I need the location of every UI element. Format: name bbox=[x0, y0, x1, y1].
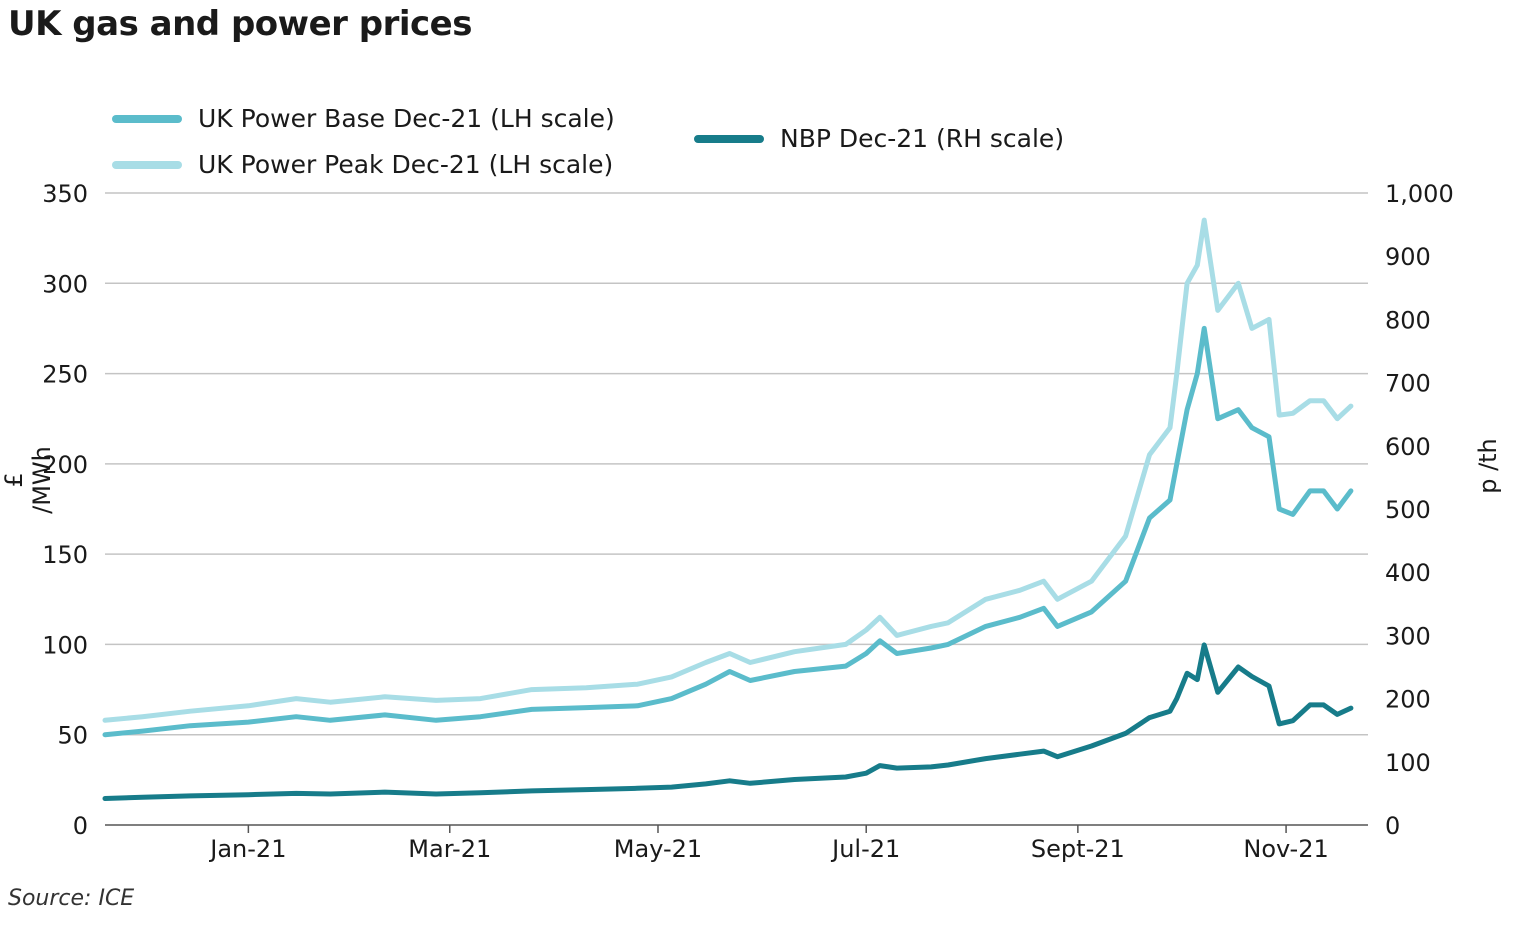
legend-swatch-power-peak bbox=[112, 160, 182, 169]
legend-item-nbp: NBP Dec-21 (RH scale) bbox=[694, 124, 1064, 153]
legend-item-power-base: UK Power Base Dec-21 (LH scale) bbox=[112, 104, 615, 133]
y-right-tick-label: 0 bbox=[1385, 812, 1400, 840]
x-tick-label: Jan-21 bbox=[208, 835, 286, 863]
x-tick-label: May-21 bbox=[614, 835, 702, 863]
y-right-tick-label: 600 bbox=[1385, 433, 1431, 461]
legend-swatch-power-base bbox=[112, 114, 182, 123]
legend-item-power-peak: UK Power Peak Dec-21 (LH scale) bbox=[112, 150, 613, 179]
y-right-tick-label: 800 bbox=[1385, 306, 1431, 334]
legend-label-power-base: UK Power Base Dec-21 (LH scale) bbox=[198, 104, 615, 133]
y-left-tick-label: 150 bbox=[42, 541, 88, 569]
y-right-tick-label: 500 bbox=[1385, 496, 1431, 524]
y-left-tick-label: 200 bbox=[42, 451, 88, 479]
chart-title: UK gas and power prices bbox=[8, 4, 472, 44]
y-right-tick-label: 100 bbox=[1385, 749, 1431, 777]
y-right-tick-label: 1,000 bbox=[1385, 180, 1454, 208]
series-line-1 bbox=[102, 217, 1354, 723]
y-right-tick-label: 400 bbox=[1385, 559, 1431, 587]
series-line-2 bbox=[102, 642, 1354, 801]
y-left-tick-label: 50 bbox=[57, 722, 88, 750]
y-left-tick-label: 350 bbox=[42, 180, 88, 208]
y-left-tick-label: 300 bbox=[42, 270, 88, 298]
legend-label-power-peak: UK Power Peak Dec-21 (LH scale) bbox=[198, 150, 614, 179]
y-right-tick-label: 700 bbox=[1385, 370, 1431, 398]
y-left-tick-label: 0 bbox=[73, 812, 88, 840]
y-right-tick-label: 300 bbox=[1385, 622, 1431, 650]
source-note: Source: ICE bbox=[8, 886, 135, 911]
y-right-tick-label: 900 bbox=[1385, 243, 1431, 271]
series-line-0 bbox=[102, 325, 1354, 738]
x-tick-label: Jul-21 bbox=[830, 835, 900, 863]
x-tick-label: Nov-21 bbox=[1243, 835, 1328, 863]
legend-label-nbp: NBP Dec-21 (RH scale) bbox=[780, 124, 1065, 153]
y-left-tick-label: 250 bbox=[42, 361, 88, 389]
x-tick-label: Mar-21 bbox=[408, 835, 491, 863]
y-left-tick-label: 100 bbox=[42, 631, 88, 659]
legend-swatch-nbp bbox=[694, 134, 764, 143]
x-tick-label: Sept-21 bbox=[1031, 835, 1125, 863]
y-right-tick-label: 200 bbox=[1385, 686, 1431, 714]
